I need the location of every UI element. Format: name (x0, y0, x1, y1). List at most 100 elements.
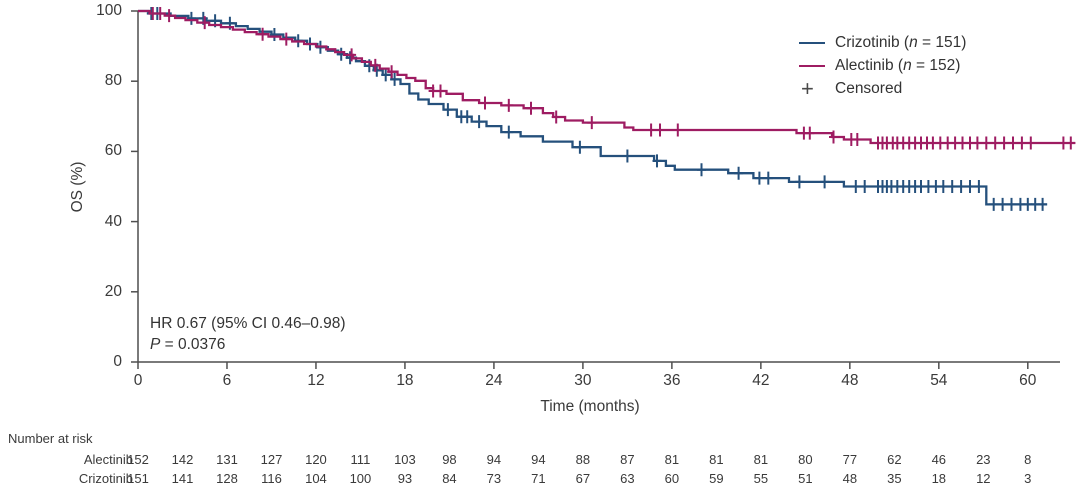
y-tick-label-0: 0 (113, 353, 122, 370)
censor-marks-alectinib (148, 7, 1076, 150)
risk-value-alectinib-m12: 120 (305, 452, 327, 467)
censor-tick (1008, 136, 1018, 150)
risk-value-alectinib-m9: 127 (260, 452, 283, 467)
x-tick-label-0: 0 (133, 372, 143, 389)
censor-tick (999, 136, 1009, 150)
censor-tick (794, 175, 804, 189)
p-symbol: P (150, 336, 161, 353)
censor-tick (763, 171, 773, 185)
x-tick-label-12: 12 (307, 372, 325, 389)
censor-tick (851, 180, 861, 193)
risk-value-alectinib-m60: 8 (1024, 452, 1032, 467)
x-axis-title: Time (months) (540, 398, 640, 415)
risk-value-alectinib-m36: 81 (664, 452, 680, 467)
censored-plus-icon: + (799, 75, 827, 101)
risk-value-alectinib-m54: 46 (931, 452, 947, 467)
y-axis-title: OS (%) (69, 161, 86, 213)
censor-tick (734, 166, 744, 180)
censor-tick (443, 103, 453, 117)
risk-value-alectinib-m45: 80 (798, 452, 813, 467)
censor-tick (269, 28, 279, 41)
legend-line-swatch (799, 41, 827, 44)
stats-annotation: HR 0.67 (95% CI 0.46–0.98) P = 0.0376 (150, 313, 346, 355)
risk-value-alectinib-m0: 152 (127, 452, 149, 467)
risk-value-alectinib-m27: 94 (531, 452, 546, 467)
censor-tick (551, 110, 561, 124)
p-value: = 0.0376 (160, 336, 226, 353)
censor-tick (155, 7, 165, 20)
axes (131, 10, 1060, 369)
risk-value-alectinib-m18: 103 (394, 452, 416, 467)
legend-item-censored: + Censored (799, 77, 966, 100)
censor-tick (754, 171, 764, 185)
censor-tick (526, 101, 536, 115)
risk-value-crizotinib-m24: 73 (486, 471, 502, 486)
km-curve-alectinib (138, 9, 1076, 145)
censor-tick (998, 197, 1008, 211)
risk-row-label-alectinib: Alectinib (83, 452, 133, 467)
legend-item-alectinib: Alectinib (n = 152) (799, 54, 966, 77)
censor-tick (504, 98, 514, 112)
censor-tick (480, 96, 490, 110)
censor-tick (965, 180, 975, 193)
p-value-text: P = 0.0376 (150, 334, 346, 355)
censor-tick (200, 16, 210, 30)
censor-tick (436, 84, 445, 98)
risk-value-crizotinib-m6: 128 (216, 471, 238, 486)
risk-value-alectinib-m21: 98 (442, 452, 457, 467)
x-tick-label-54: 54 (930, 372, 948, 389)
censor-tick (829, 130, 838, 144)
risk-value-alectinib-m57: 23 (976, 452, 991, 467)
censor-tick (1066, 136, 1076, 150)
censor-tick (390, 72, 400, 86)
risk-row-label-crizotinib: Crizotinib (78, 471, 133, 486)
censor-tick (938, 180, 948, 193)
censor-tick (673, 123, 683, 137)
censor-tick (474, 115, 484, 129)
y-tick-label-20: 20 (104, 282, 122, 300)
plus-icon: + (801, 75, 814, 101)
risk-value-crizotinib-m36: 60 (664, 471, 680, 486)
y-tick-label-60: 60 (104, 142, 122, 160)
censor-tick (387, 65, 397, 79)
legend: Crizotinib (n = 151) Alectinib (n = 152) +… (799, 31, 966, 100)
risk-value-crizotinib-m9: 116 (261, 471, 282, 486)
risk-value-alectinib-m33: 87 (620, 452, 635, 467)
risk-value-alectinib-m39: 81 (709, 452, 724, 467)
censor-tick (989, 197, 999, 211)
censor-tick (805, 126, 815, 140)
risk-value-crizotinib-m0: 151 (127, 471, 149, 486)
risk-value-crizotinib-m42: 55 (753, 471, 769, 486)
y-tick-label-80: 80 (104, 72, 122, 90)
censor-tick (370, 58, 380, 72)
risk-value-crizotinib-m57: 12 (976, 471, 991, 486)
risk-value-alectinib-m48: 77 (842, 452, 858, 467)
risk-value-alectinib-m51: 62 (887, 452, 902, 467)
x-tick-label-18: 18 (396, 372, 414, 389)
censor-tick (462, 110, 472, 124)
series-alectinib (138, 7, 1076, 150)
censor-tick (852, 133, 862, 146)
risk-value-crizotinib-m39: 59 (709, 471, 724, 486)
x-tick-label-30: 30 (574, 372, 592, 389)
censor-tick (697, 163, 706, 177)
legend-label: Alectinib (n = 152) (835, 56, 961, 74)
risk-value-alectinib-m42: 81 (753, 452, 769, 467)
legend-label: Censored (835, 79, 903, 97)
censor-tick (622, 149, 632, 163)
risk-value-alectinib-m15: 111 (350, 452, 371, 467)
risk-value-crizotinib-m51: 35 (887, 471, 902, 486)
censor-tick (974, 180, 984, 193)
line-swatch (799, 64, 825, 67)
x-tick-label-60: 60 (1019, 372, 1037, 389)
risk-value-crizotinib-m12: 104 (305, 471, 327, 486)
censor-tick (947, 180, 957, 193)
risk-value-crizotinib-m30: 67 (575, 471, 591, 486)
x-tick-label-42: 42 (752, 372, 770, 389)
risk-value-crizotinib-m45: 51 (798, 471, 813, 486)
risk-value-crizotinib-m27: 71 (531, 471, 546, 486)
risk-value-crizotinib-m33: 63 (620, 471, 635, 486)
censor-tick (655, 123, 665, 137)
risk-value-crizotinib-m48: 48 (842, 471, 858, 486)
